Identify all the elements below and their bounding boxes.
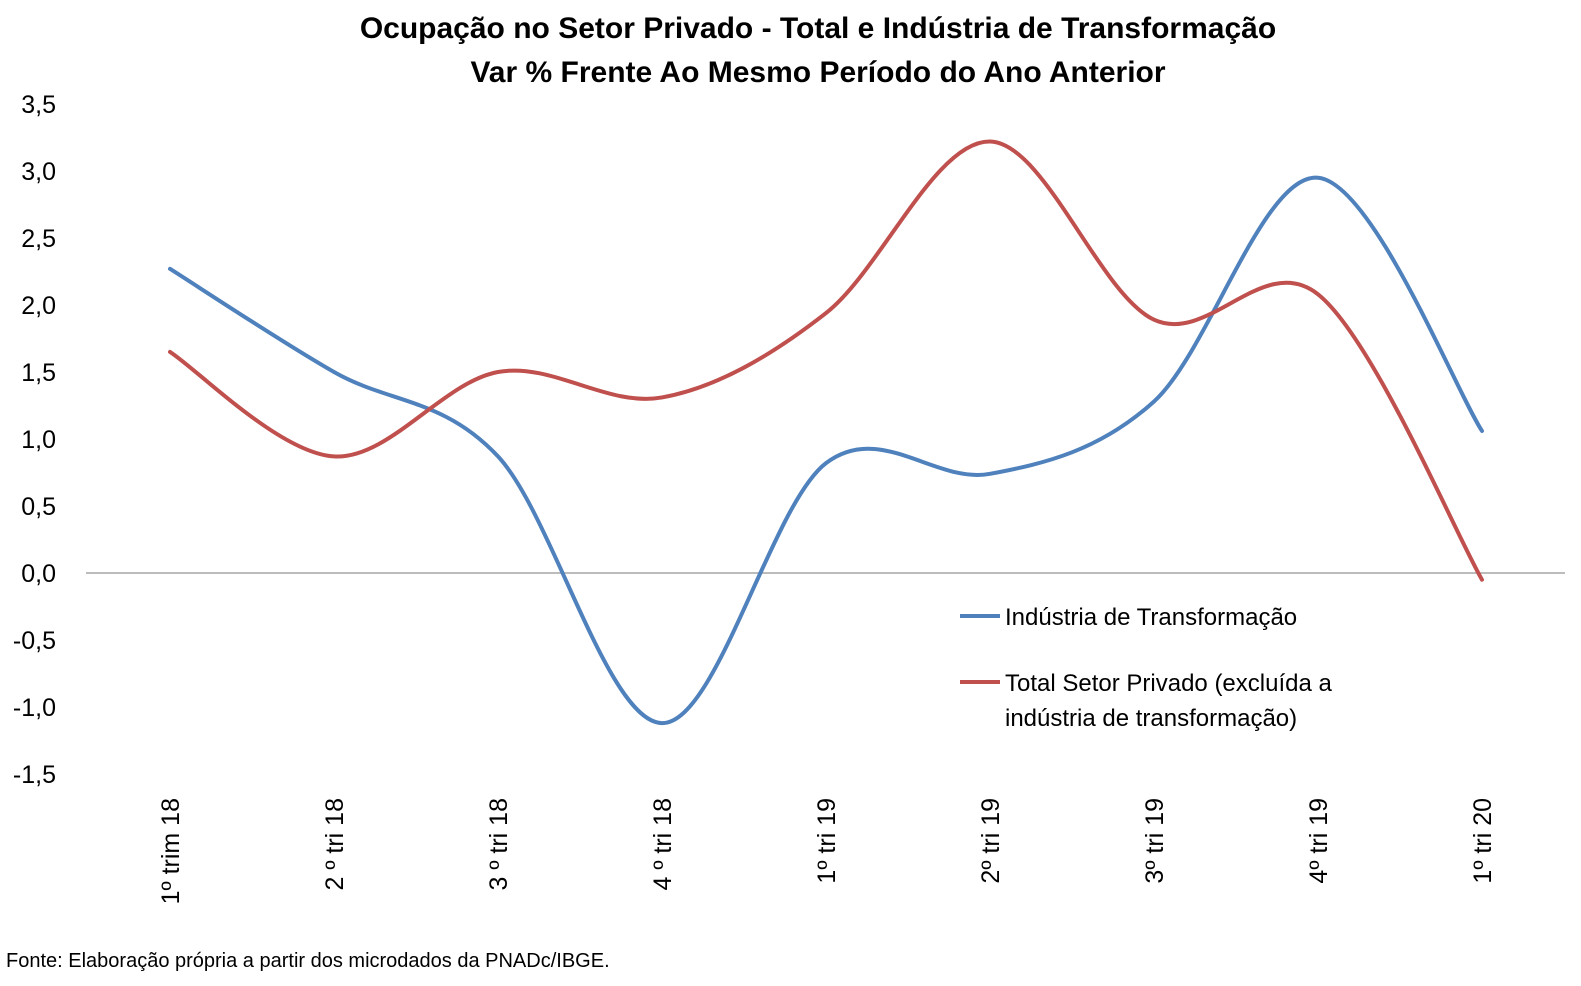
y-tick-label: 2,5 xyxy=(21,225,56,253)
series-layer xyxy=(168,139,1484,726)
y-tick-label: -1,0 xyxy=(13,694,56,722)
y-tick-label: 0,5 xyxy=(21,493,56,521)
y-tick-label: 1,5 xyxy=(21,359,56,387)
chart-title-line-1: Ocupação no Setor Privado - Total e Indú… xyxy=(360,12,1276,45)
series-line-1 xyxy=(168,175,1484,726)
y-tick-label: -0,5 xyxy=(13,627,56,655)
x-axis-ticks: 1º trim 18 2 º tri 18 3 º tri 18 4 º tri 18… xyxy=(157,798,1497,904)
chart-title-line-2: Var % Frente Ao Mesmo Período do Ano Ant… xyxy=(470,56,1165,89)
source-note: Fonte: Elaboração própria a partir dos m… xyxy=(6,950,610,972)
x-tick-label: 1º trim 18 xyxy=(157,798,185,904)
legend: Indústria de Transformação Total Setor Pr… xyxy=(960,604,1332,732)
legend-label: indústria de transformação) xyxy=(1005,705,1297,732)
y-tick-label: 2,0 xyxy=(21,292,56,320)
y-tick-label: 3,0 xyxy=(21,158,56,186)
x-tick-label: 4º tri 19 xyxy=(1305,798,1333,884)
x-tick-label: 2º tri 19 xyxy=(977,798,1005,884)
series-line-2 xyxy=(168,139,1484,582)
legend-label: Total Setor Privado (excluída a xyxy=(1005,670,1332,697)
x-tick-label: 1º tri 20 xyxy=(1469,798,1497,884)
y-tick-label: 1,0 xyxy=(21,426,56,454)
x-tick-label: 3 º tri 18 xyxy=(485,798,513,891)
x-tick-label: 2 º tri 18 xyxy=(321,798,349,891)
y-tick-label: 3,5 xyxy=(21,91,56,119)
legend-label: Indústria de Transformação xyxy=(1005,604,1297,631)
y-tick-label: -1,5 xyxy=(13,761,56,789)
x-tick-label: 4 º tri 18 xyxy=(649,798,677,891)
x-tick-label: 1º tri 19 xyxy=(813,798,841,884)
x-tick-label: 3º tri 19 xyxy=(1141,798,1169,884)
y-tick-label: 0,0 xyxy=(21,560,56,588)
y-axis-ticks: 3,5 3,0 2,5 2,0 1,5 1,0 0,5 0,0 -0,5 -1,0 -1,5 xyxy=(13,91,56,789)
